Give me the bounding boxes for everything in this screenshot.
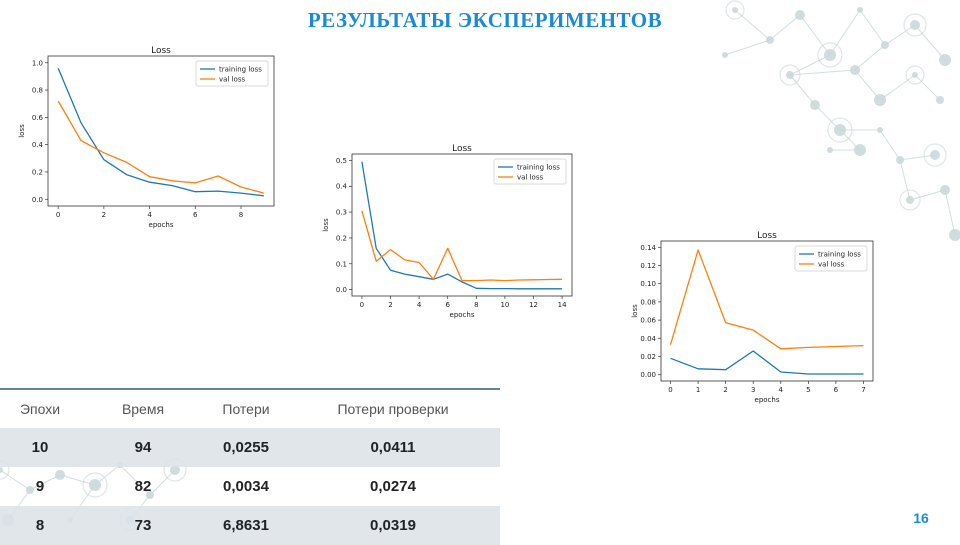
y-tick-label: 0.4 <box>336 183 348 191</box>
x-tick-label: 2 <box>723 386 727 394</box>
x-tick-label: 14 <box>558 301 567 309</box>
cell-time: 94 <box>80 428 206 467</box>
legend-label: val loss <box>219 76 245 84</box>
y-tick-label: 0.0 <box>336 286 347 294</box>
cell-loss: 6,8631 <box>206 506 286 545</box>
x-tick-label: 12 <box>529 301 538 309</box>
table-row: 10 94 0,0255 0,0411 <box>0 428 500 467</box>
cell-val-loss: 0,0319 <box>286 506 500 545</box>
cell-epochs: 8 <box>0 506 80 545</box>
y-tick-label: 0.00 <box>640 371 656 379</box>
legend-box <box>794 245 868 272</box>
results-table: Эпохи Время Потери Потери проверки 10 94… <box>0 388 500 545</box>
legend-label: training loss <box>219 66 262 74</box>
x-tick-label: 6 <box>834 386 839 394</box>
cell-val-loss: 0,0411 <box>286 428 500 467</box>
x-tick-label: 2 <box>102 211 106 219</box>
cell-time: 82 <box>134 478 152 495</box>
header-val-loss: Потери проверки <box>337 401 449 417</box>
x-tick-label: 8 <box>239 211 243 219</box>
y-tick-label: 0.02 <box>640 353 656 361</box>
y-tick-label: 0.2 <box>32 168 43 176</box>
y-axis-label: loss <box>322 218 330 232</box>
x-tick-label: 3 <box>751 386 755 394</box>
series-line-training-loss <box>361 161 563 290</box>
x-axis-label: epochs <box>149 221 174 229</box>
x-tick-label: 5 <box>806 386 810 394</box>
x-tick-label: 8 <box>474 301 478 309</box>
y-tick-label: 1.0 <box>32 59 43 67</box>
x-axis-label: epochs <box>450 311 475 319</box>
legend-label: val loss <box>517 174 543 182</box>
x-tick-label: 4 <box>417 301 422 309</box>
series-line-training-loss <box>57 67 264 197</box>
x-tick-label: 4 <box>779 386 784 394</box>
table-header-row: Эпохи Время Потери Потери проверки <box>0 390 500 428</box>
y-tick-label: 0.3 <box>336 209 347 217</box>
x-tick-label: 0 <box>56 211 60 219</box>
y-tick-label: 0.14 <box>640 244 656 252</box>
y-axis-label: loss <box>18 124 26 138</box>
cell-epochs: 9 <box>35 478 45 495</box>
loss-chart-2: Loss 0 2 4 6 8 10 12 14 0.0 0.1 0.2 0.3 0.4 0.5 epochs l… <box>322 141 585 326</box>
y-tick-label: 0.06 <box>640 317 656 325</box>
page-number: 16 <box>913 510 929 526</box>
series-line-val-loss <box>669 249 864 350</box>
y-tick-label: 0.2 <box>336 234 347 242</box>
y-tick-label: 0.08 <box>640 298 656 306</box>
header-epochs: Эпохи <box>19 401 61 417</box>
y-tick-label: 0.0 <box>32 196 43 204</box>
legend-label: training loss <box>818 251 861 259</box>
x-tick-label: 6 <box>193 211 198 219</box>
loss-chart-3: Loss 0 1 2 3 4 5 6 7 0.00 0.02 0.04 0.06 0.08 0.10 0.12… <box>625 228 890 413</box>
x-tick-label: 7 <box>861 386 865 394</box>
cell-loss: 0,0255 <box>206 428 286 467</box>
slide-title: РЕЗУЛЬТАТЫ ЭКСПЕРИМЕНТОВ <box>307 8 663 32</box>
x-tick-label: 0 <box>668 386 672 394</box>
y-tick-label: 0.5 <box>336 157 347 165</box>
header-loss: Потери <box>222 401 270 417</box>
chart-title: Loss <box>452 144 472 154</box>
x-tick-label: 1 <box>696 386 700 394</box>
legend-box <box>493 158 567 185</box>
loss-chart-1: Loss 0 2 4 6 8 0.0 0.2 0.4 0.6 0.8 1.0 epochs loss tra… <box>18 42 290 232</box>
x-axis-label: epochs <box>755 396 780 404</box>
y-tick-label: 0.10 <box>640 280 656 288</box>
y-tick-label: 0.4 <box>32 141 44 149</box>
x-tick-label: 10 <box>500 301 509 309</box>
y-tick-label: 0.04 <box>640 335 656 343</box>
cell-epochs: 10 <box>0 428 80 467</box>
legend-box <box>195 60 269 87</box>
legend-label: val loss <box>818 261 844 269</box>
x-tick-label: 6 <box>445 301 450 309</box>
y-tick-label: 0.1 <box>336 260 347 268</box>
legend-label: training loss <box>517 164 560 172</box>
chart-title: Loss <box>151 46 171 56</box>
table-row: 8 73 6,8631 0,0319 <box>0 506 500 545</box>
table-row: 9 82 0,0034 0,0274 <box>0 467 500 506</box>
series-line-val-loss <box>361 210 563 282</box>
y-axis-label: loss <box>631 304 639 318</box>
chart-title: Loss <box>757 231 777 241</box>
cell-val-loss: 0,0274 <box>370 478 416 495</box>
header-time: Время <box>121 401 165 417</box>
x-tick-label: 2 <box>388 301 392 309</box>
series-line-val-loss <box>57 100 264 194</box>
cell-time: 73 <box>80 506 206 545</box>
cell-loss: 0,0034 <box>223 478 269 495</box>
x-tick-label: 4 <box>147 211 152 219</box>
y-tick-label: 0.8 <box>32 87 43 95</box>
y-tick-label: 0.12 <box>640 262 656 270</box>
x-tick-label: 0 <box>360 301 364 309</box>
series-line-training-loss <box>670 350 864 375</box>
y-tick-label: 0.6 <box>32 114 44 122</box>
